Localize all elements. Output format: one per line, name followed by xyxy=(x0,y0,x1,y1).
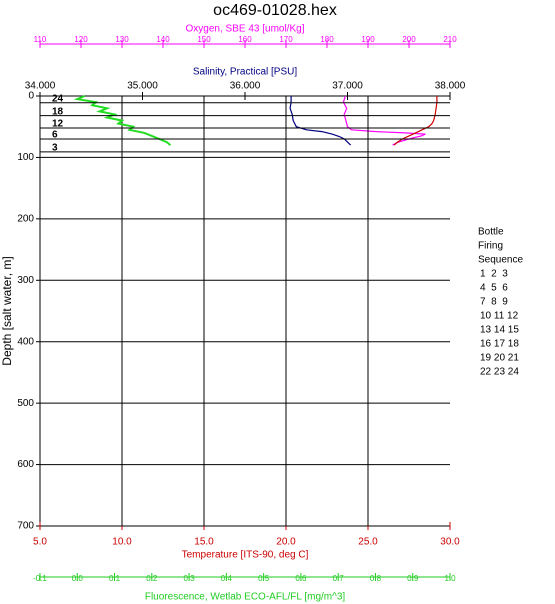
x-axis-title: Salinity, Practical [PSU] xyxy=(193,67,298,78)
x-tick-label: 170 xyxy=(279,35,293,44)
x-tick-label: 35.000 xyxy=(127,81,158,92)
x-tick-label: 36.000 xyxy=(230,81,261,92)
x-tick-label: 180 xyxy=(320,35,334,44)
x-tick-label: 10.0 xyxy=(112,537,132,548)
legend-row: 7 8 9 xyxy=(480,297,508,308)
x-tick-label: 30.0 xyxy=(440,537,460,548)
legend-row: 19 20 21 xyxy=(480,353,519,364)
x-tick-label: 38.000 xyxy=(435,81,466,92)
legend-title: Firing xyxy=(478,241,503,252)
legend-title: Sequence xyxy=(478,255,523,266)
x-tick-label: 210 xyxy=(443,35,457,44)
legend-title: Bottle xyxy=(478,227,504,238)
bottle-label: 6 xyxy=(52,130,58,141)
x-tick-label: 150 xyxy=(197,35,211,44)
chart-title: oc469-01028.hex xyxy=(213,2,337,19)
legend-row: 10 11 12 xyxy=(480,311,519,322)
x-tick-label: 15.0 xyxy=(194,537,214,548)
x-axis-title: Oxygen, SBE 43 [umol/Kg] xyxy=(186,24,305,35)
profile-line xyxy=(73,95,172,146)
legend-row: 1 2 3 xyxy=(480,269,508,280)
legend-row: 13 14 15 xyxy=(480,325,519,336)
bottle-label: 3 xyxy=(52,143,58,154)
legend-row: 16 17 18 xyxy=(480,339,519,350)
x-tick-label: 200 xyxy=(402,35,416,44)
y-axis-title: Depth [salt water, m] xyxy=(0,256,14,365)
bottle-label: 18 xyxy=(52,106,64,117)
x-tick-label: 37.000 xyxy=(332,81,363,92)
x-tick-label: 160 xyxy=(238,35,252,44)
x-tick-label: 25.0 xyxy=(358,537,378,548)
x-tick-label: 5.0 xyxy=(33,537,47,548)
profile-line xyxy=(342,95,426,146)
x-tick-label: 20.0 xyxy=(276,537,296,548)
y-tick-label: 700 xyxy=(17,521,34,532)
x-tick-label: 130 xyxy=(115,35,129,44)
y-tick-label: 200 xyxy=(17,213,34,224)
bottle-label: 12 xyxy=(52,119,64,130)
x-tick-label: 140 xyxy=(156,35,170,44)
y-tick-label: 300 xyxy=(17,275,34,286)
x-tick-label: 120 xyxy=(74,35,88,44)
x-tick-label: 190 xyxy=(361,35,375,44)
x-tick-label: 110 xyxy=(34,35,47,44)
x-tick-label: 34.000 xyxy=(25,81,56,92)
legend-row: 22 23 24 xyxy=(480,367,519,378)
bottle-label: 24 xyxy=(52,93,64,104)
y-tick-label: 600 xyxy=(17,459,34,470)
profile-line xyxy=(289,96,352,146)
y-tick-label: 400 xyxy=(17,336,34,347)
x-axis-title: Fluorescence, Wetlab ECO-AFL/FL [mg/m^3] xyxy=(145,592,346,603)
legend-row: 4 5 6 xyxy=(480,283,508,294)
x-axis-title: Temperature [ITS-90, deg C] xyxy=(182,550,309,561)
y-tick-label: 500 xyxy=(17,398,34,409)
y-tick-label: 100 xyxy=(17,152,34,163)
y-tick-label: 0 xyxy=(28,91,34,102)
